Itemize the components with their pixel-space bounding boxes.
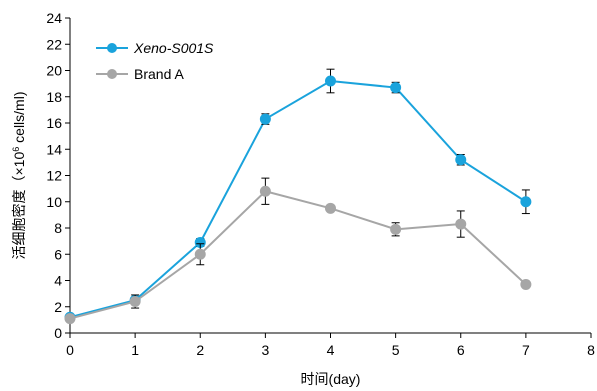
series-layer: [64, 68, 532, 325]
legend-label: Xeno-S001S: [133, 40, 214, 56]
legend-item: Brand A: [96, 66, 184, 82]
legend-swatch-marker: [107, 43, 117, 53]
data-point: [325, 75, 336, 87]
x-tick-label: 3: [261, 342, 269, 358]
x-tick-label: 7: [522, 342, 530, 358]
data-point: [194, 248, 206, 260]
x-tick-label: 0: [66, 342, 74, 358]
y-tick-label: 0: [54, 325, 62, 341]
series-line: [69, 190, 527, 320]
x-tick-label: 5: [392, 342, 400, 358]
data-point: [325, 202, 336, 214]
x-tick-label: 1: [131, 342, 139, 358]
y-tick-label: 18: [46, 89, 62, 105]
x-tick-label: 2: [196, 342, 204, 358]
legend-label: Brand A: [134, 66, 184, 82]
y-axis-title-suffix: cells/ml): [11, 92, 27, 147]
y-tick-label: 4: [54, 273, 62, 289]
y-tick-label: 10: [46, 194, 62, 210]
data-point: [455, 218, 467, 230]
data-point: [129, 296, 141, 307]
legend: Xeno-S001S Brand A: [96, 40, 214, 82]
y-axis-title-prefix: 活细胞密度（×10: [11, 152, 27, 260]
y-tick-label: 8: [54, 220, 62, 236]
data-point: [520, 196, 532, 208]
y-tick-label: 6: [54, 246, 62, 262]
x-tick-label: 6: [457, 342, 465, 358]
x-tick-label: 4: [327, 342, 335, 358]
y-tick-label: 2: [54, 299, 62, 315]
y-tick-label: 12: [46, 168, 62, 184]
x-axis-title: 时间(day): [301, 371, 361, 387]
y-axis-title-superscript: 6: [11, 147, 21, 152]
legend-swatch-marker: [107, 69, 117, 79]
y-axis-title: 活细胞密度（×106 cells/ml): [11, 92, 27, 260]
data-point: [390, 223, 402, 235]
data-point: [390, 82, 402, 94]
data-point: [259, 113, 271, 125]
data-point: [455, 154, 467, 166]
y-tick-label: 16: [46, 115, 62, 131]
y-tick-label: 14: [46, 141, 62, 157]
data-point: [64, 313, 76, 325]
series-1: [64, 177, 532, 325]
y-tick-label: 20: [46, 63, 62, 79]
data-point: [259, 185, 271, 197]
legend-item: Xeno-S001S: [96, 40, 214, 56]
x-tick-label: 8: [587, 342, 595, 358]
y-tick-label: 24: [46, 10, 62, 26]
series-line: [69, 79, 527, 319]
data-point: [520, 278, 532, 290]
x-axis: 0 1 2 3 4 5 6 7 8: [66, 332, 595, 358]
y-tick-label: 22: [46, 36, 62, 52]
series-0: [64, 68, 532, 323]
